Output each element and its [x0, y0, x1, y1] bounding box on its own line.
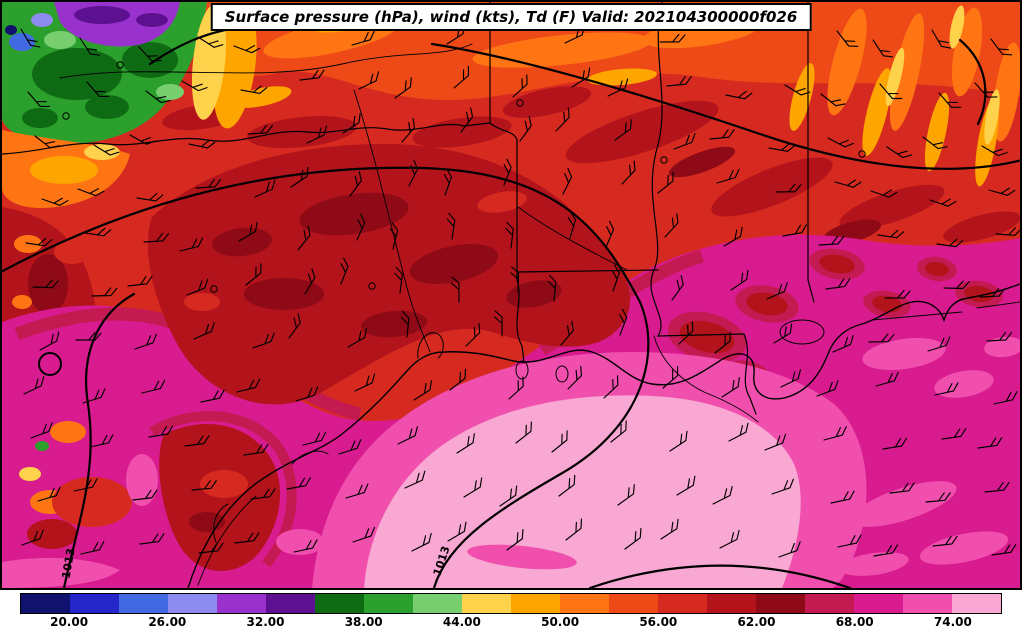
colorbar-segment: [266, 594, 315, 613]
colorbar-segment: [315, 594, 364, 613]
colorbar-tick-label: 68.00: [835, 615, 874, 629]
isobars: [2, 24, 1020, 588]
colorbar-segment: [658, 594, 707, 613]
colorbar: [20, 593, 1002, 614]
colorbar-tick-label: 32.00: [246, 615, 285, 629]
colorbar-tick-label: 62.00: [737, 615, 776, 629]
colorbar-tick-label: 74.00: [933, 615, 972, 629]
colorbar-segment: [119, 594, 168, 613]
colorbar-segment: [560, 594, 609, 613]
map-canvas: 1013 1013: [0, 0, 1022, 590]
colorbar-tick-label: 56.00: [639, 615, 678, 629]
colorbar-segment: [21, 594, 70, 613]
colorbar-ticks: 20.00 26.00 32.00 38.00 44.00 50.00 56.00 62.00…: [0, 615, 1022, 631]
colorbar-segment: [805, 594, 854, 613]
colorbar-segment: [854, 594, 903, 613]
state-borders: [2, 2, 815, 423]
colorbar-segment: [756, 594, 805, 613]
colorbar-segment: [511, 594, 560, 613]
colorbar-segment: [168, 594, 217, 613]
colorbar-segment: [609, 594, 658, 613]
colorbar-segment: [462, 594, 511, 613]
colorbar-segment: [903, 594, 952, 613]
colorbar-tick-label: 38.00: [344, 615, 383, 629]
colorbar-segment: [70, 594, 119, 613]
colorbar-segment: [217, 594, 266, 613]
colorbar-tick-label: 20.00: [50, 615, 89, 629]
colorbar-segment: [707, 594, 756, 613]
contour-label: 1013: [59, 547, 77, 579]
colorbar-tick-label: 50.00: [541, 615, 580, 629]
map-title: Surface pressure (hPa), wind (kts), Td (…: [210, 3, 812, 31]
colorbar-tick-label: 44.00: [442, 615, 481, 629]
dewpoint-field: [2, 2, 1020, 588]
colorbar-segment: [364, 594, 413, 613]
colorbar-segment: [413, 594, 462, 613]
wind-barbs: [20, 24, 1020, 558]
coastline: [187, 283, 1020, 588]
colorbar-tick-label: 26.00: [148, 615, 187, 629]
calm-wind-circles: [62, 61, 866, 293]
colorbar-segment: [952, 594, 1001, 613]
